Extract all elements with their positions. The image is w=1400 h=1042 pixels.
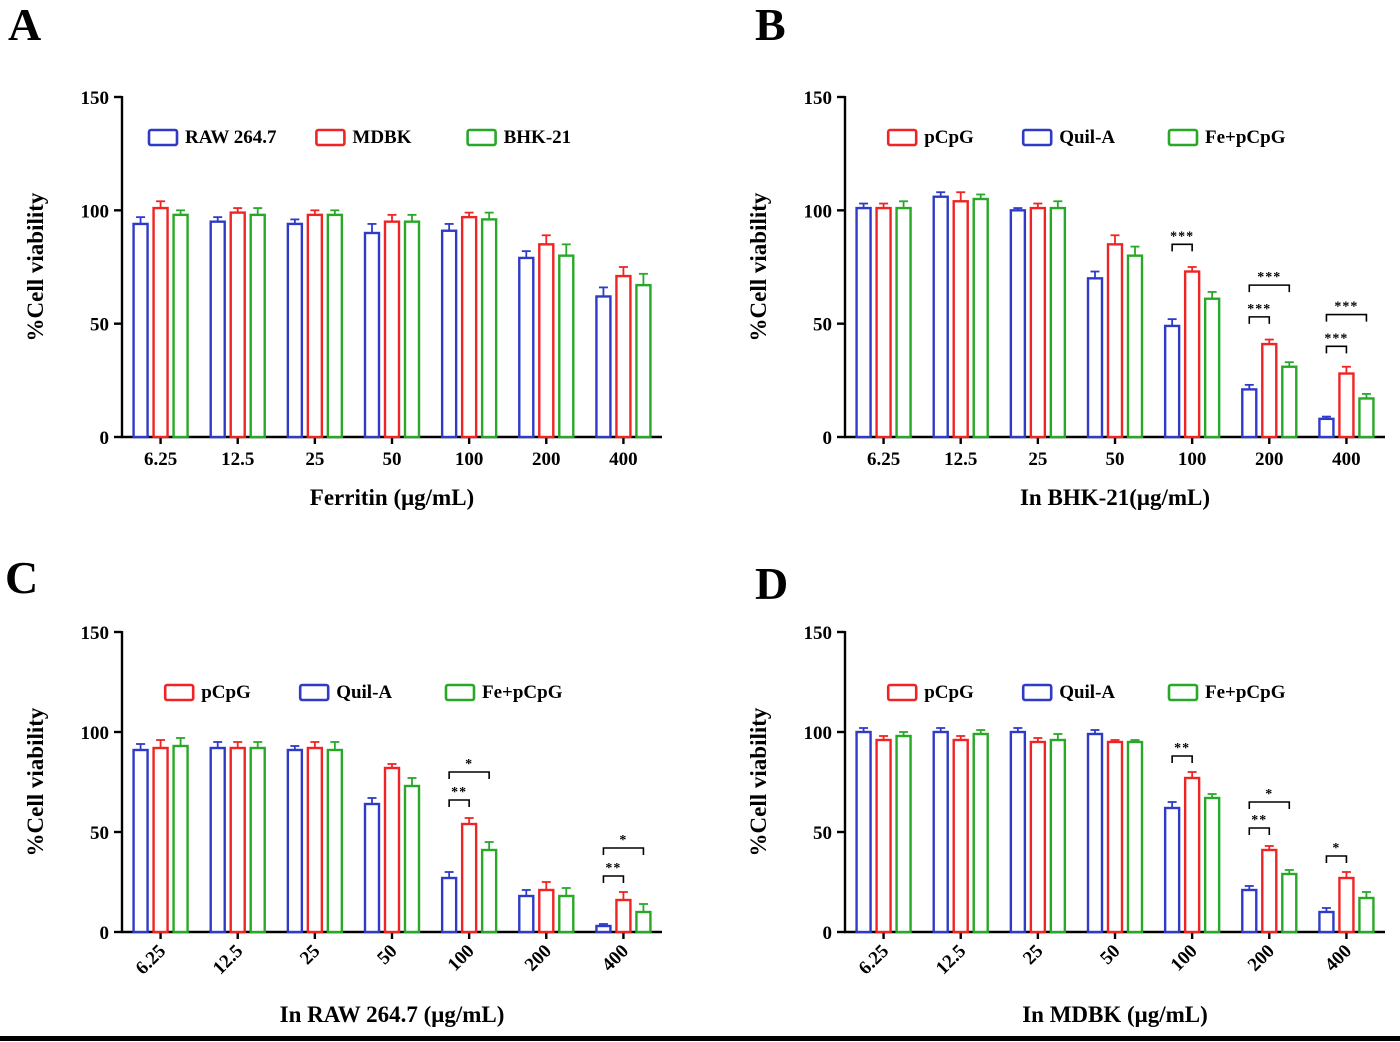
svg-text:25: 25: [1028, 449, 1047, 470]
svg-text:6.25: 6.25: [867, 449, 900, 470]
chart-a: 0 50 100 150 %Cell viability Ferritin (μg/mL)…: [23, 88, 662, 510]
svg-text:0: 0: [100, 923, 110, 944]
svg-text:150: 150: [804, 623, 833, 644]
svg-text:200: 200: [521, 941, 556, 976]
panel-b: B 0 50 100 150 %Cell viability In BHK-21(μg/m…: [700, 0, 1400, 521]
svg-text:100: 100: [81, 201, 110, 222]
svg-text:6.25: 6.25: [855, 941, 893, 979]
svg-text:25: 25: [1019, 941, 1047, 969]
svg-text:Fe+pCpG: Fe+pCpG: [1205, 127, 1286, 148]
panel-a: A 0 50 100 150 %Cell viability Ferritin (μg/m…: [0, 0, 700, 521]
svg-text:100: 100: [455, 449, 484, 470]
svg-text:**: **: [451, 785, 467, 800]
svg-text:100: 100: [1178, 449, 1207, 470]
svg-text:%Cell viability: %Cell viability: [746, 192, 771, 341]
svg-text:RAW 264.7: RAW 264.7: [185, 127, 277, 148]
svg-text:100: 100: [804, 723, 833, 744]
svg-text:**: **: [1251, 813, 1267, 828]
svg-text:pCpG: pCpG: [924, 682, 974, 703]
svg-text:50: 50: [1096, 941, 1124, 969]
svg-text:50: 50: [373, 941, 401, 969]
svg-text:150: 150: [804, 88, 833, 109]
svg-text:400: 400: [598, 941, 633, 976]
svg-text:50: 50: [1106, 449, 1125, 470]
svg-text:Quil-A: Quil-A: [1059, 127, 1115, 148]
svg-text:100: 100: [444, 941, 479, 976]
svg-text:MDBK: MDBK: [352, 127, 411, 148]
svg-text:Quil-A: Quil-A: [336, 682, 392, 703]
svg-text:*: *: [1332, 841, 1340, 856]
svg-text:***: ***: [1170, 229, 1194, 244]
panel-c-letter: C: [5, 552, 39, 603]
svg-text:100: 100: [1167, 941, 1202, 976]
svg-text:%Cell viability: %Cell viability: [23, 707, 48, 856]
panel-a-letter: A: [8, 0, 42, 50]
svg-text:12.5: 12.5: [932, 941, 970, 979]
figure-bottom-border: [0, 1036, 1400, 1041]
svg-text:***: ***: [1247, 302, 1271, 317]
svg-text:pCpG: pCpG: [201, 682, 251, 703]
svg-text:12.5: 12.5: [944, 449, 977, 470]
svg-text:12.5: 12.5: [209, 941, 247, 979]
svg-text:100: 100: [81, 723, 110, 744]
chart-d: 0 50 100 150 %Cell viability In MDBK (μg/mL) 6…: [746, 623, 1385, 1027]
chart-b: 0 50 100 150 %Cell viability In BHK-21(μg/mL)…: [746, 88, 1385, 510]
svg-text:Fe+pCpG: Fe+pCpG: [482, 682, 563, 703]
svg-text:pCpG: pCpG: [924, 127, 974, 148]
svg-text:**: **: [605, 861, 621, 876]
svg-text:25: 25: [305, 449, 324, 470]
svg-text:400: 400: [1321, 941, 1356, 976]
svg-text:200: 200: [532, 449, 561, 470]
panel-b-letter: B: [755, 0, 786, 50]
svg-text:0: 0: [100, 428, 110, 449]
svg-text:In RAW 264.7 (μg/mL): In RAW 264.7 (μg/mL): [280, 1002, 505, 1027]
svg-text:50: 50: [813, 315, 832, 336]
panel-c: C 0 50 100 150 %Cell viability In RAW 264.7 (…: [0, 521, 700, 1042]
svg-text:25: 25: [296, 941, 324, 969]
svg-text:0: 0: [823, 428, 833, 449]
svg-text:***: ***: [1324, 331, 1348, 346]
panel-d-letter: D: [755, 558, 789, 609]
svg-text:400: 400: [609, 449, 638, 470]
svg-text:150: 150: [81, 623, 110, 644]
svg-text:*: *: [619, 833, 627, 848]
svg-text:*: *: [1265, 787, 1273, 802]
svg-text:50: 50: [813, 823, 832, 844]
svg-text:***: ***: [1257, 270, 1281, 285]
svg-text:50: 50: [90, 823, 109, 844]
svg-text:50: 50: [90, 315, 109, 336]
svg-text:Fe+pCpG: Fe+pCpG: [1205, 682, 1286, 703]
svg-text:*: *: [465, 757, 473, 772]
svg-text:In BHK-21(μg/mL): In BHK-21(μg/mL): [1020, 485, 1210, 510]
svg-text:Quil-A: Quil-A: [1059, 682, 1115, 703]
svg-text:***: ***: [1334, 300, 1358, 315]
svg-text:In MDBK (μg/mL): In MDBK (μg/mL): [1022, 1002, 1208, 1027]
panel-d: D 0 50 100 150 %Cell viability In MDBK (μg/mL…: [700, 521, 1400, 1042]
svg-text:%Cell viability: %Cell viability: [746, 707, 771, 856]
svg-text:200: 200: [1244, 941, 1279, 976]
svg-text:400: 400: [1332, 449, 1361, 470]
svg-text:6.25: 6.25: [144, 449, 177, 470]
svg-text:6.25: 6.25: [132, 941, 170, 979]
svg-text:0: 0: [823, 923, 833, 944]
svg-text:150: 150: [81, 88, 110, 109]
svg-text:%Cell viability: %Cell viability: [23, 192, 48, 341]
svg-text:BHK-21: BHK-21: [504, 127, 572, 148]
svg-text:100: 100: [804, 201, 833, 222]
svg-text:50: 50: [383, 449, 402, 470]
svg-text:Ferritin (μg/mL): Ferritin (μg/mL): [310, 485, 474, 510]
chart-c: 0 50 100 150 %Cell viability In RAW 264.7 (μg…: [23, 623, 662, 1027]
svg-text:200: 200: [1255, 449, 1284, 470]
svg-text:**: **: [1174, 741, 1190, 756]
svg-text:12.5: 12.5: [221, 449, 254, 470]
